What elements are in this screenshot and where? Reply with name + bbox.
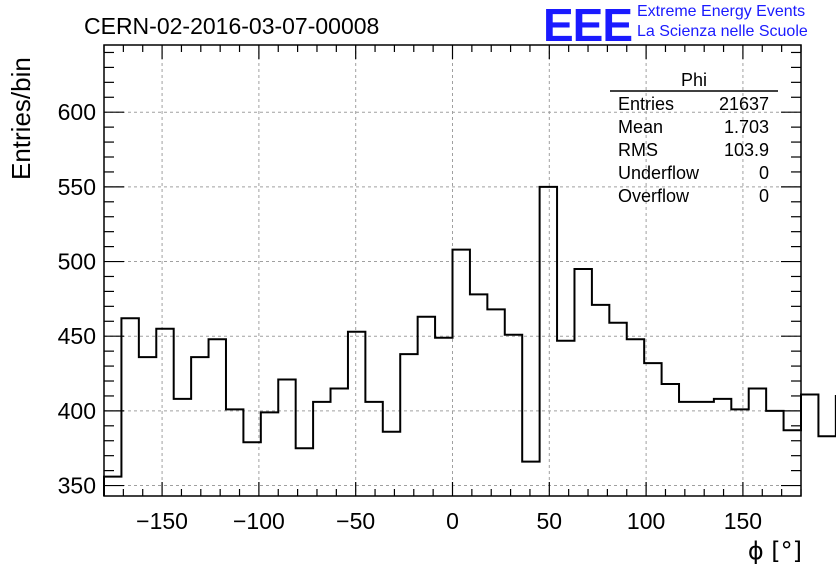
- eee-logo-line1: Extreme Energy Events: [637, 3, 806, 20]
- eee-logo: EEE: [543, 0, 633, 51]
- y-tick-label: 550: [58, 174, 96, 200]
- stats-label: Entries: [618, 94, 674, 114]
- axis-ticks: [103, 45, 802, 496]
- stats-label: Underflow: [618, 163, 700, 183]
- stats-value: 103.9: [724, 140, 769, 160]
- x-tick-label: −150: [136, 508, 188, 534]
- tick-labels: −150 −100 −50 0 50 100 150 350 400 450 500 550 600: [58, 99, 762, 534]
- stats-value: 1.703: [724, 117, 769, 137]
- stats-box: Phi Entries 21637 Mean 1.703 RMS 103.9 Underfl…: [610, 70, 778, 206]
- y-axis-label: Entries/bin: [6, 57, 36, 180]
- stats-value: 0: [759, 163, 769, 183]
- chart-title: CERN-02-2016-03-07-00008: [84, 13, 379, 39]
- stats-label: Mean: [618, 117, 663, 137]
- eee-logo-line2: La Scienza nelle Scuole: [637, 23, 808, 40]
- x-tick-label: −50: [336, 508, 375, 534]
- histogram-line: [103, 185, 836, 496]
- plot-frame: [103, 44, 802, 497]
- stats-label: RMS: [618, 140, 658, 160]
- y-tick-label: 350: [58, 473, 96, 499]
- x-tick-label: 100: [627, 508, 665, 534]
- y-tick-label: 500: [58, 249, 96, 275]
- stats-value: 21637: [719, 94, 769, 114]
- y-tick-label: 400: [58, 398, 96, 424]
- y-tick-label: 600: [58, 99, 96, 125]
- x-tick-label: 0: [446, 508, 459, 534]
- x-tick-label: 50: [537, 508, 563, 534]
- y-tick-label: 450: [58, 323, 96, 349]
- x-tick-label: 150: [724, 508, 762, 534]
- x-tick-label: −100: [233, 508, 285, 534]
- x-axis-label: ϕ [°]: [748, 537, 802, 565]
- stats-label: Overflow: [618, 186, 690, 206]
- stats-title: Phi: [681, 70, 707, 90]
- stats-value: 0: [759, 186, 769, 206]
